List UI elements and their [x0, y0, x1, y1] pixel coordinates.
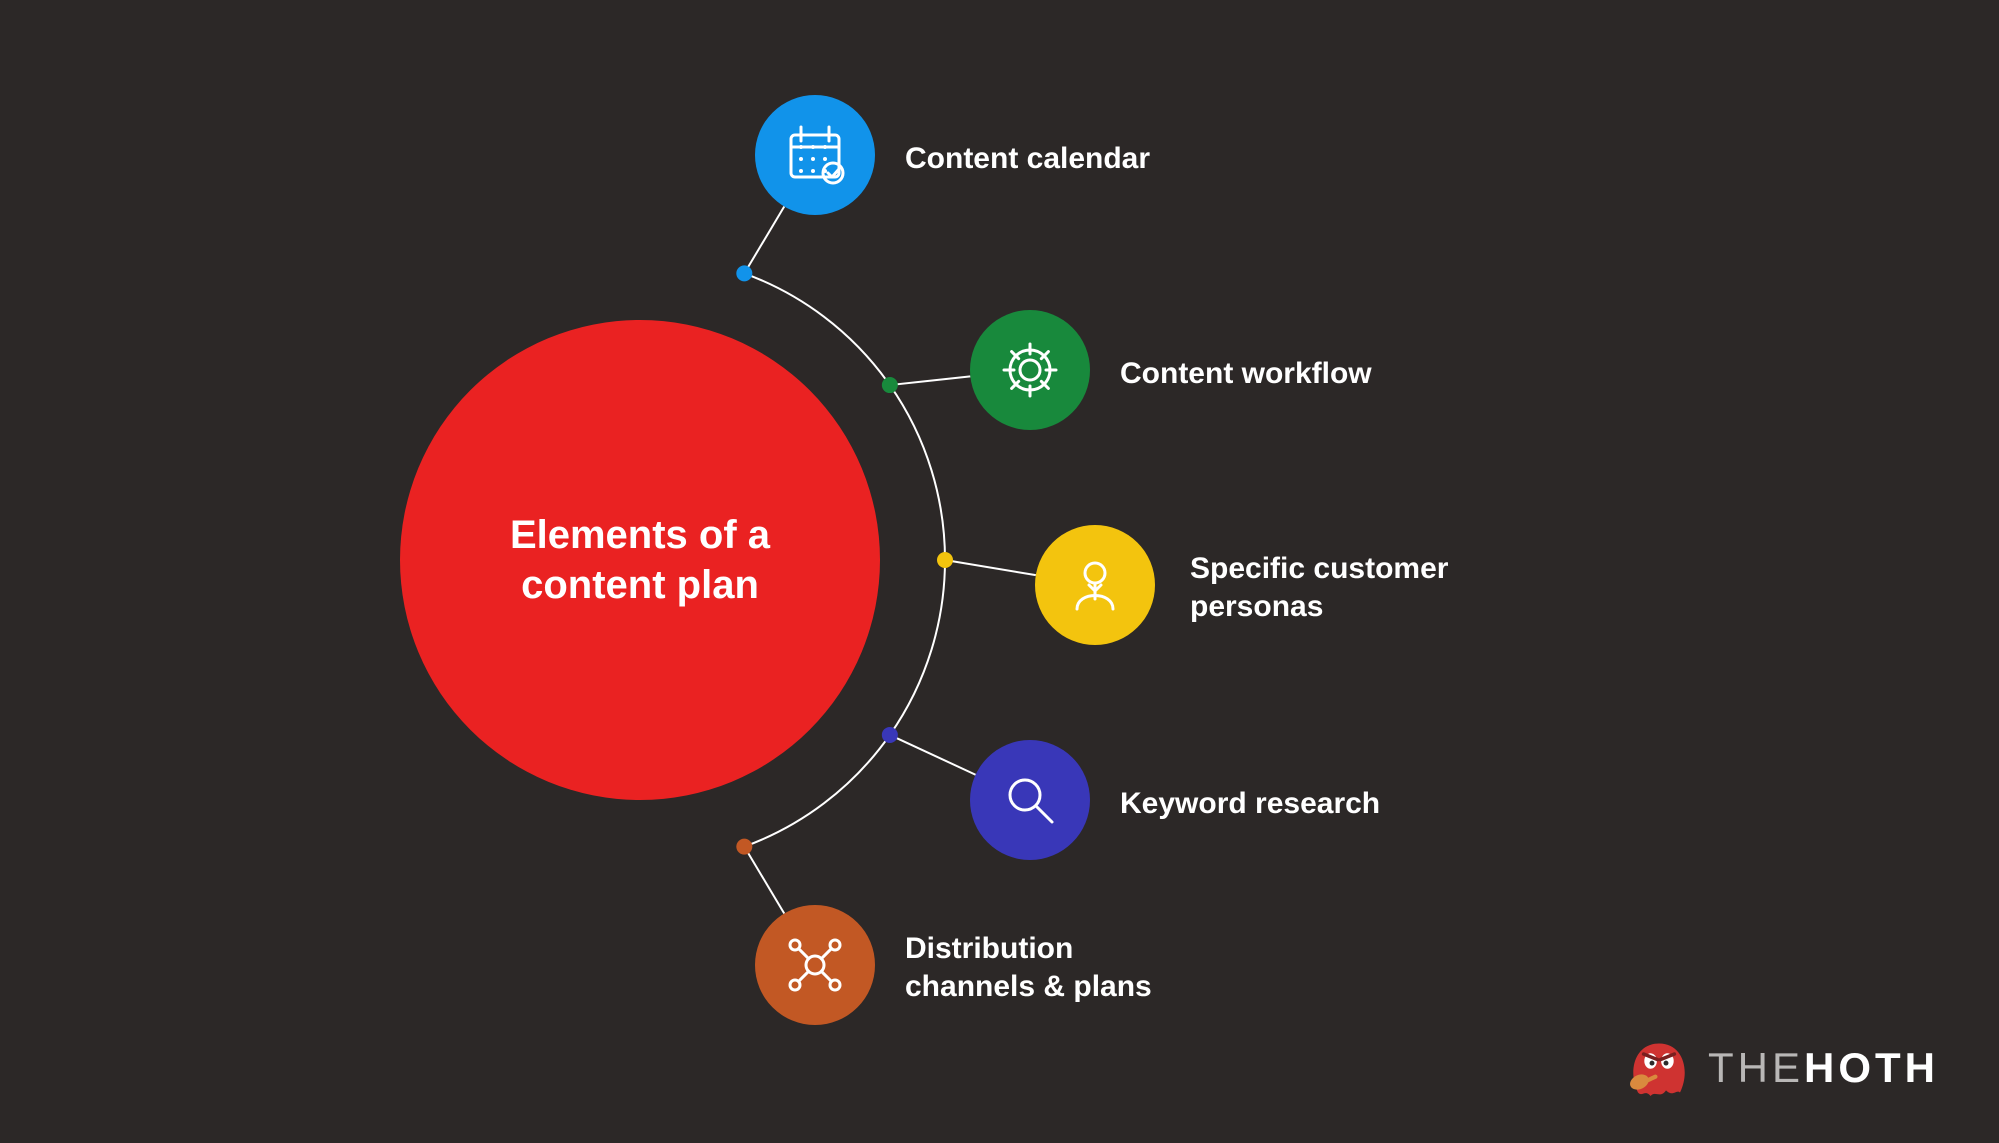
node-label-distribution-channels-plans: Distributionchannels & plans [905, 930, 1305, 1005]
node-circle-distribution-channels-plans [755, 905, 875, 1025]
arc-dot-content-calendar [736, 265, 752, 281]
central-title-line2: content plan [440, 560, 840, 610]
node-label-content-workflow: Content workflow [1120, 355, 1520, 393]
central-title: Elements of a content plan [440, 510, 840, 610]
node-label-content-calendar: Content calendar [905, 140, 1305, 178]
connector-keyword-research [890, 735, 976, 775]
connector-specific-customer-personas [945, 560, 1036, 575]
node-label-keyword-research: Keyword research [1120, 785, 1520, 823]
central-title-line1: Elements of a [440, 510, 840, 560]
node-circle-content-workflow [970, 310, 1090, 430]
node-label-specific-customer-personas: Specific customerpersonas [1190, 550, 1590, 625]
brand-text: THEHOTH [1708, 1044, 1939, 1092]
connector-distribution-channels-plans [744, 847, 784, 914]
brand-text-bold: HOTH [1804, 1044, 1939, 1091]
brand-text-thin: THE [1708, 1044, 1804, 1091]
node-circle-keyword-research [970, 740, 1090, 860]
connector-content-workflow [890, 376, 971, 385]
arc-dot-keyword-research [882, 727, 898, 743]
brand-mascot-icon [1624, 1033, 1694, 1103]
node-circle-content-calendar [755, 95, 875, 215]
arc-dot-distribution-channels-plans [736, 839, 752, 855]
connector-content-calendar [744, 207, 784, 274]
arc-dot-specific-customer-personas [937, 552, 953, 568]
diagram-canvas: Elements of a content plan Content calen… [0, 0, 1999, 1143]
arc-dot-content-workflow [882, 377, 898, 393]
brand-logo: THEHOTH [1624, 1033, 1939, 1103]
